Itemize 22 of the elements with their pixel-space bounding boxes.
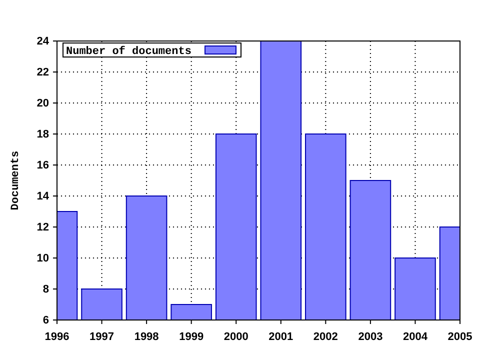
- x-tick-label: 1996: [44, 330, 70, 343]
- x-tick-label: 2005: [448, 330, 472, 343]
- y-axis-title: Documents: [10, 150, 22, 210]
- x-tick-label: 2001: [268, 330, 294, 343]
- x-tick-label: 1999: [179, 330, 204, 343]
- x-tick-label: 2000: [224, 330, 248, 343]
- y-tick-label: 22: [36, 66, 49, 79]
- y-tick-label: 16: [36, 160, 49, 172]
- y-tick-label: 24: [36, 36, 50, 48]
- legend-label: Number of documents: [66, 45, 192, 58]
- x-tick-label: 1998: [134, 330, 159, 343]
- y-tick-label: 12: [36, 222, 49, 234]
- x-tick-label: 2002: [313, 330, 338, 343]
- y-tick-label: 8: [42, 284, 49, 296]
- y-tick-label: 10: [36, 252, 49, 265]
- y-tick-label: 18: [36, 128, 49, 141]
- x-tick-label: 2004: [402, 330, 428, 343]
- x-tick-label: 2003: [358, 330, 383, 343]
- y-tick-label: 14: [36, 190, 50, 203]
- y-tick-label: 20: [36, 98, 49, 110]
- y-tick-label: 6: [42, 314, 49, 327]
- x-tick-label: 1997: [90, 330, 114, 343]
